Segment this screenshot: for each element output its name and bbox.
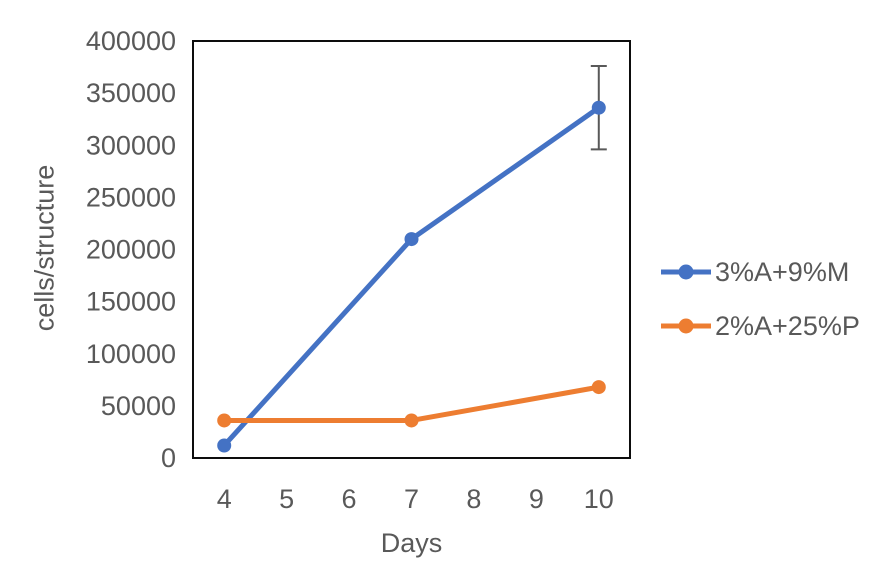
legend-label: 3%A+9%M	[715, 256, 850, 287]
legend-marker-line-dot-icon	[661, 264, 711, 280]
data-point-series-1	[217, 413, 232, 428]
x-tick-label: 6	[342, 484, 357, 514]
data-point-series-1	[591, 380, 606, 395]
legend-item-series-0: 3%A+9%M	[660, 256, 860, 288]
data-point-series-0	[591, 100, 606, 115]
y-tick-label: 250000	[86, 182, 176, 212]
data-point-series-0	[217, 438, 232, 453]
data-point-series-1	[404, 413, 419, 428]
y-tick-label: 0	[161, 443, 176, 473]
legend-label: 2%A+25%P	[715, 310, 860, 341]
legend-item-series-1: 2%A+25%P	[660, 310, 860, 342]
x-tick-label: 5	[279, 484, 294, 514]
plot-border	[192, 40, 631, 459]
x-tick-label: 9	[529, 484, 544, 514]
data-point-series-0	[404, 232, 419, 247]
x-tick-label: 10	[584, 484, 614, 514]
x-tick-label: 4	[217, 484, 232, 514]
y-tick-label: 350000	[86, 78, 176, 108]
legend-marker-line-dot-icon	[661, 318, 711, 334]
y-tick-label: 300000	[86, 130, 176, 160]
x-axis-title: Days	[380, 528, 443, 558]
y-axis-title: cells/structure	[29, 164, 60, 332]
y-tick-label: 50000	[101, 391, 176, 421]
y-tick-label: 100000	[86, 339, 176, 369]
x-tick-label: 7	[404, 484, 419, 514]
y-tick-label: 150000	[86, 287, 176, 317]
legend: 3%A+9%M 2%A+25%P	[660, 256, 860, 342]
y-tick-label: 200000	[86, 235, 176, 265]
y-tick-label: 400000	[86, 26, 176, 56]
x-tick-label: 8	[466, 484, 481, 514]
